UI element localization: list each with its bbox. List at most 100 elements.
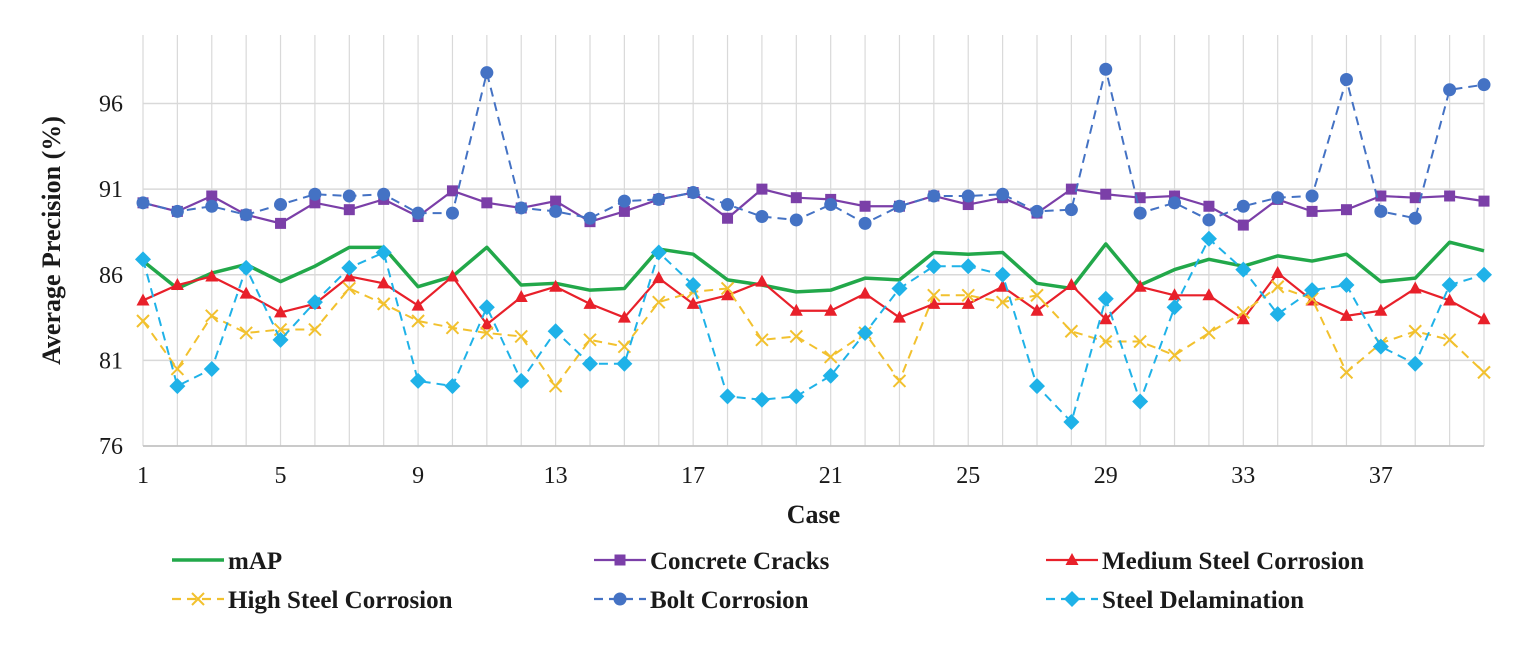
legend-marker-medium-steel-corrosion <box>1065 553 1079 565</box>
data-point-medium-steel-corrosion-3 <box>205 269 219 282</box>
data-point-medium-steel-corrosion-38 <box>1408 281 1422 294</box>
data-point-steel-delamination-36 <box>1338 277 1355 294</box>
data-point-steel-delamination-22 <box>857 324 874 341</box>
data-point-medium-steel-corrosion-28 <box>1064 278 1078 291</box>
data-point-high-steel-corrosion-14 <box>583 333 597 347</box>
data-point-concrete-cracks-22 <box>859 200 871 212</box>
data-point-bolt-corrosion-24 <box>927 189 941 203</box>
data-point-concrete-cracks-31 <box>1169 190 1181 202</box>
data-point-concrete-cracks-7 <box>343 204 355 216</box>
data-point-high-steel-corrosion-2 <box>170 362 185 376</box>
y-tick-label-96: 96 <box>99 92 123 118</box>
data-point-bolt-corrosion-31 <box>1168 196 1182 210</box>
series-line-steel-delamination <box>142 237 1485 424</box>
data-point-steel-delamination-12 <box>513 372 530 389</box>
data-point-high-steel-corrosion-9 <box>411 314 425 328</box>
x-tick-label-33: 33 <box>1231 463 1255 489</box>
series-line-concrete-cracks <box>142 188 1485 227</box>
y-axis-title: Average Precision (%) <box>37 116 66 365</box>
data-point-medium-steel-corrosion-4 <box>239 286 253 299</box>
data-point-steel-delamination-8 <box>375 244 392 261</box>
data-point-bolt-corrosion-7 <box>342 189 356 203</box>
series-high-steel-corrosion <box>136 280 1491 393</box>
data-point-concrete-cracks-25 <box>962 199 974 211</box>
data-point-steel-delamination-39 <box>1441 277 1458 294</box>
data-point-steel-delamination-34 <box>1269 306 1286 323</box>
y-tick-label-81: 81 <box>99 348 123 374</box>
data-point-high-steel-corrosion-12 <box>514 329 528 344</box>
data-point-high-steel-corrosion-23 <box>892 374 907 388</box>
data-point-concrete-cracks-5 <box>275 217 287 229</box>
data-point-medium-steel-corrosion-25 <box>961 296 975 309</box>
data-point-bolt-corrosion-13 <box>549 204 563 218</box>
data-point-high-steel-corrosion-15 <box>617 339 632 354</box>
data-point-bolt-corrosion-40 <box>1477 78 1491 92</box>
data-point-steel-delamination-19 <box>753 391 770 408</box>
data-point-high-steel-corrosion-27 <box>1030 288 1044 303</box>
data-point-steel-delamination-27 <box>1029 378 1045 395</box>
x-tick-label-37: 37 <box>1369 463 1393 489</box>
data-point-medium-steel-corrosion-18 <box>721 288 735 301</box>
data-point-steel-delamination-32 <box>1200 230 1217 247</box>
data-point-bolt-corrosion-39 <box>1443 83 1457 97</box>
data-point-concrete-cracks-29 <box>1100 188 1112 200</box>
data-point-steel-delamination-5 <box>272 331 289 348</box>
data-point-bolt-corrosion-25 <box>961 189 975 203</box>
data-point-medium-steel-corrosion-17 <box>686 296 700 309</box>
data-point-high-steel-corrosion-30 <box>1133 334 1147 349</box>
data-point-steel-delamination-28 <box>1063 414 1080 431</box>
data-point-steel-delamination-31 <box>1166 299 1183 316</box>
data-point-bolt-corrosion-22 <box>858 216 872 230</box>
data-point-medium-steel-corrosion-26 <box>996 279 1010 292</box>
legend-item-map: mAP <box>172 548 282 575</box>
data-point-bolt-corrosion-3 <box>205 199 219 213</box>
data-point-concrete-cracks-13 <box>550 195 562 207</box>
data-point-steel-delamination-21 <box>822 367 839 384</box>
data-point-bolt-corrosion-37 <box>1374 204 1388 218</box>
series-line-high-steel-corrosion <box>142 285 1485 388</box>
data-point-medium-steel-corrosion-31 <box>1168 288 1182 301</box>
data-point-medium-steel-corrosion-24 <box>927 296 941 309</box>
data-point-medium-steel-corrosion-19 <box>755 274 769 287</box>
data-point-high-steel-corrosion-21 <box>823 350 838 364</box>
data-point-concrete-cracks-6 <box>309 197 321 209</box>
data-point-steel-delamination-7 <box>341 259 358 276</box>
data-point-medium-steel-corrosion-40 <box>1477 312 1491 325</box>
data-point-steel-delamination-13 <box>547 323 564 340</box>
data-point-high-steel-corrosion-36 <box>1339 365 1354 380</box>
legend: mAP Concrete Cracks Medium Steel Corrosion… <box>172 548 1364 614</box>
data-point-medium-steel-corrosion-39 <box>1443 293 1457 306</box>
data-point-steel-delamination-40 <box>1476 266 1492 283</box>
data-point-concrete-cracks-33 <box>1237 219 1249 231</box>
data-point-concrete-cracks-38 <box>1409 192 1421 204</box>
data-point-bolt-corrosion-34 <box>1271 191 1285 205</box>
data-point-high-steel-corrosion-3 <box>205 309 219 323</box>
data-point-medium-steel-corrosion-22 <box>858 286 872 299</box>
series-steel-delamination <box>135 230 1492 431</box>
data-point-steel-delamination-23 <box>891 280 908 297</box>
data-point-concrete-cracks-11 <box>481 197 493 209</box>
data-point-medium-steel-corrosion-27 <box>1030 303 1044 316</box>
data-point-medium-steel-corrosion-13 <box>549 279 563 292</box>
data-point-bolt-corrosion-36 <box>1339 73 1353 87</box>
data-point-medium-steel-corrosion-9 <box>411 298 425 311</box>
data-point-concrete-cracks-40 <box>1478 195 1490 207</box>
data-point-bolt-corrosion-8 <box>377 187 391 201</box>
data-point-medium-steel-corrosion-37 <box>1374 303 1388 316</box>
data-point-bolt-corrosion-4 <box>239 208 253 222</box>
data-point-high-steel-corrosion-38 <box>1408 324 1422 338</box>
data-point-high-steel-corrosion-31 <box>1167 348 1182 362</box>
data-point-high-steel-corrosion-6 <box>308 322 322 337</box>
data-point-medium-steel-corrosion-36 <box>1339 308 1353 321</box>
data-point-bolt-corrosion-17 <box>686 186 700 200</box>
data-point-bolt-corrosion-2 <box>170 204 184 218</box>
data-point-high-steel-corrosion-20 <box>789 329 804 344</box>
data-point-steel-delamination-37 <box>1372 338 1389 355</box>
series <box>135 62 1492 431</box>
data-point-bolt-corrosion-20 <box>789 213 803 227</box>
data-point-concrete-cracks-37 <box>1375 190 1387 202</box>
data-point-bolt-corrosion-23 <box>892 199 906 213</box>
x-tick-label-5: 5 <box>275 463 287 489</box>
